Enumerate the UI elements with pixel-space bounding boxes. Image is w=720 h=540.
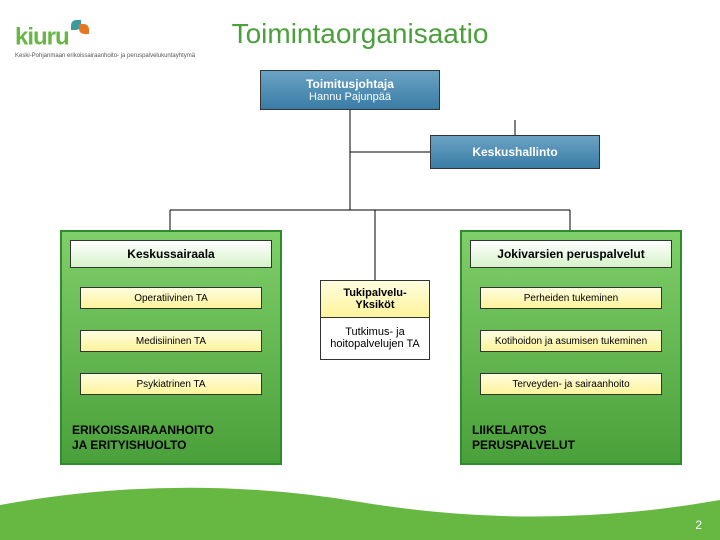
center-bot-line2: hoitopalvelujen TA [330, 338, 420, 350]
page-number: 2 [695, 518, 702, 532]
right-item-3: Terveyden- ja sairaanhoito [480, 373, 662, 395]
center-bottom: Tutkimus- ja hoitopalvelujen TA [321, 318, 429, 358]
right-item-2: Kotihoidon ja asumisen tukeminen [480, 330, 662, 352]
right-footer-line1: LIIKELAITOS [472, 423, 575, 438]
left-item-1: Operatiivinen TA [80, 287, 262, 309]
left-item-2: Medisiininen TA [80, 330, 262, 352]
right-footer-line2: PERUSPALVELUT [472, 438, 575, 453]
left-panel-header: Keskussairaala [70, 240, 272, 268]
left-item-3: Psykiatrinen TA [80, 373, 262, 395]
left-panel-footer: ERIKOISSAIRAANHOITO JA ERITYISHUOLTO [72, 423, 214, 453]
right-item-1: Perheiden tukeminen [480, 287, 662, 309]
center-support-box: Tukipalvelu- Yksiköt Tutkimus- ja hoitop… [320, 280, 430, 360]
right-panel-footer: LIIKELAITOS PERUSPALVELUT [472, 423, 575, 453]
central-admin-title: Keskushallinto [472, 145, 557, 159]
left-footer-line2: JA ERITYISHUOLTO [72, 438, 214, 453]
ceo-name: Hannu Pajunpää [309, 91, 391, 103]
footer-wave [0, 480, 720, 540]
center-bot-line1: Tutkimus- ja [345, 326, 405, 338]
center-top-line2: Yksiköt [355, 299, 394, 311]
right-panel-header: Jokivarsien peruspalvelut [470, 240, 672, 268]
center-top: Tukipalvelu- Yksiköt [321, 281, 429, 318]
ceo-title: Toimitusjohtaja [306, 77, 394, 91]
logo-subtitle: Keski-Pohjanmaan erikoissairaanhoito- ja… [15, 53, 195, 60]
left-panel: Keskussairaala Operatiivinen TA Medisiin… [60, 230, 282, 465]
ceo-box: Toimitusjohtaja Hannu Pajunpää [260, 70, 440, 110]
right-panel: Jokivarsien peruspalvelut Perheiden tuke… [460, 230, 682, 465]
left-footer-line1: ERIKOISSAIRAANHOITO [72, 423, 214, 438]
central-admin-box: Keskushallinto [430, 135, 600, 169]
page-title: Toimintaorganisaatio [0, 18, 720, 50]
center-top-line1: Tukipalvelu- [343, 287, 406, 299]
